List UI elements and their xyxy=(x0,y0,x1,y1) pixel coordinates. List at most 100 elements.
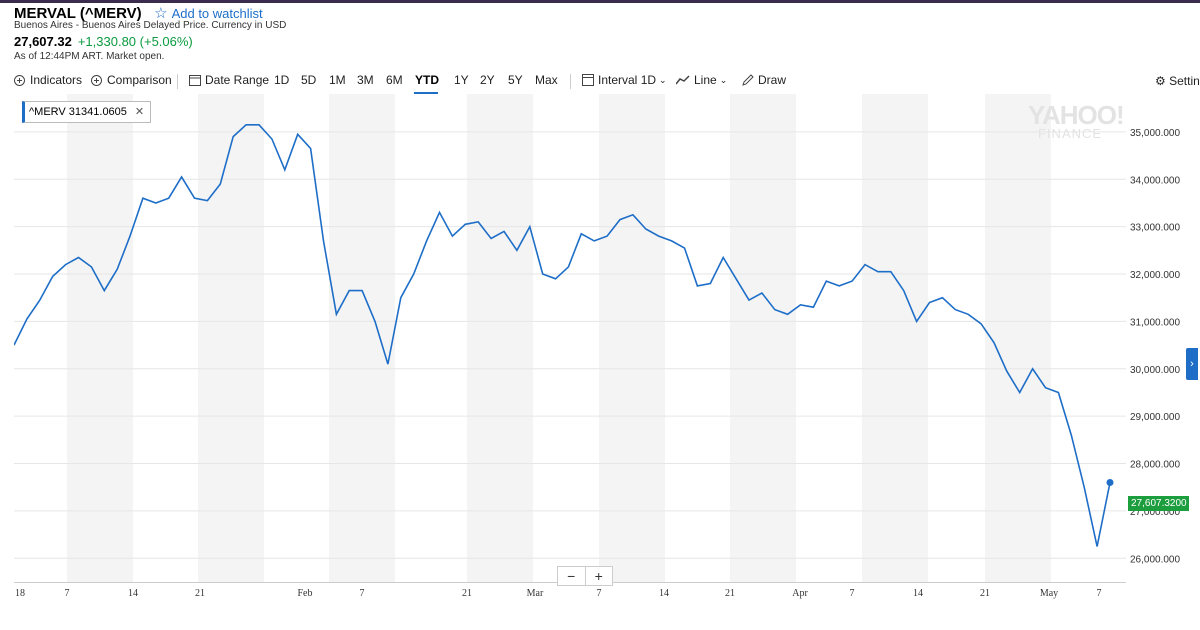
y-tick-label: 31,000.000 xyxy=(1130,317,1180,328)
data-point xyxy=(90,265,93,268)
data-point xyxy=(386,363,389,366)
data-point xyxy=(206,199,209,202)
data-point xyxy=(722,256,725,259)
range-ytd[interactable]: YTD xyxy=(415,73,439,87)
range-1d[interactable]: 1D xyxy=(274,73,290,87)
y-tick-label: 29,000.000 xyxy=(1130,412,1180,423)
data-point xyxy=(309,147,312,150)
week-band xyxy=(862,94,928,582)
quote-header: MERVAL (^MERV) ☆ Add to watchlist xyxy=(14,5,263,23)
data-point xyxy=(928,301,931,304)
y-tick-label: 27,000.000 xyxy=(1130,507,1180,518)
data-point xyxy=(992,341,995,344)
series-legend-tag[interactable]: ^MERV 31341.0605 ✕ xyxy=(22,101,152,123)
data-point xyxy=(257,123,260,126)
x-tick-label: May xyxy=(1040,588,1058,599)
close-icon[interactable]: ✕ xyxy=(134,106,145,118)
comparison-button[interactable]: Comparison xyxy=(91,73,172,87)
interval-label: Interval xyxy=(598,73,638,87)
data-point xyxy=(477,220,480,223)
date-range-label: Date Range xyxy=(205,73,270,87)
indicators-button[interactable]: Indicators xyxy=(14,73,82,87)
chart-nav-arrow[interactable]: › xyxy=(1186,348,1198,380)
data-point xyxy=(1005,370,1008,373)
range-2y[interactable]: 2Y xyxy=(480,73,495,87)
chart-type-button[interactable]: Line ⌄ xyxy=(676,73,727,87)
gear-icon: ⚙ xyxy=(1155,74,1166,88)
zoom-in-button[interactable]: + xyxy=(594,568,603,584)
data-point xyxy=(644,228,647,231)
y-tick-label: 28,000.000 xyxy=(1130,460,1180,471)
x-tick-label: 21 xyxy=(725,588,735,599)
data-point xyxy=(232,135,235,138)
data-point xyxy=(515,249,518,252)
data-point xyxy=(361,289,364,292)
range-1y[interactable]: 1Y xyxy=(454,73,469,87)
range-5y[interactable]: 5Y xyxy=(508,73,523,87)
data-point xyxy=(412,273,415,276)
data-point xyxy=(348,289,351,292)
range-max[interactable]: Max xyxy=(535,73,558,87)
data-point xyxy=(64,263,67,266)
data-point xyxy=(735,277,738,280)
interval-icon xyxy=(582,74,594,86)
data-point xyxy=(1057,391,1060,394)
data-point xyxy=(799,303,802,306)
watchlist-label: Add to watchlist xyxy=(171,6,263,21)
week-band xyxy=(467,94,533,582)
data-point xyxy=(1083,486,1086,489)
data-point xyxy=(683,246,686,249)
date-range-button[interactable]: Date Range xyxy=(189,73,269,87)
data-point xyxy=(902,289,905,292)
data-point xyxy=(451,235,454,238)
data-point xyxy=(593,239,596,242)
price-chart[interactable]: 35,000.000 34,000.000 33,000.000 32,000.000… xyxy=(14,94,1186,608)
price-series-line xyxy=(14,123,1111,547)
plus-circle-icon xyxy=(91,74,102,86)
range-1m[interactable]: 1M xyxy=(329,73,346,87)
data-point xyxy=(606,235,609,238)
data-point xyxy=(129,235,132,238)
x-tick-label: 7 xyxy=(850,588,855,599)
exchange-subtitle: Buenos Aires - Buenos Aires Delayed Pric… xyxy=(14,20,287,31)
data-point xyxy=(760,291,763,294)
x-tick-label: 7 xyxy=(597,588,602,599)
data-point xyxy=(335,313,338,316)
data-point xyxy=(786,313,789,316)
settings-button[interactable]: ⚙ Settin xyxy=(1155,74,1200,88)
data-point xyxy=(322,239,325,242)
data-point xyxy=(245,123,248,126)
zoom-out-button[interactable]: − xyxy=(567,568,576,584)
data-point xyxy=(103,289,106,292)
range-3m[interactable]: 3M xyxy=(357,73,374,87)
data-point xyxy=(567,265,570,268)
star-icon: ☆ xyxy=(154,5,168,22)
y-tick-label: 30,000.000 xyxy=(1130,365,1180,376)
add-to-watchlist-button[interactable]: ☆ Add to watchlist xyxy=(154,6,263,21)
data-point xyxy=(180,175,183,178)
top-accent-bar xyxy=(0,0,1200,3)
data-point xyxy=(967,313,970,316)
week-band xyxy=(730,94,796,582)
x-tick-label: 14 xyxy=(128,588,138,599)
week-band xyxy=(985,94,1051,582)
yahoo-finance-watermark-sub: FINANCE xyxy=(1038,126,1103,141)
data-point xyxy=(876,270,879,273)
plus-circle-icon xyxy=(14,74,25,86)
data-point xyxy=(554,277,557,280)
x-tick-label: 7 xyxy=(360,588,365,599)
x-tick-label: 21 xyxy=(195,588,205,599)
draw-button[interactable]: Draw xyxy=(742,73,786,87)
as-of-timestamp: As of 12:44PM ART. Market open. xyxy=(14,51,165,62)
range-6m[interactable]: 6M xyxy=(386,73,403,87)
data-point xyxy=(270,138,273,141)
y-tick-label: 33,000.000 xyxy=(1130,223,1180,234)
chevron-down-icon: ⌄ xyxy=(719,74,728,85)
x-tick-label: 21 xyxy=(462,588,472,599)
data-point xyxy=(219,183,222,186)
range-5d[interactable]: 5D xyxy=(301,73,317,87)
interval-button[interactable]: Interval 1D ⌄ xyxy=(582,73,667,87)
data-point xyxy=(864,263,867,266)
y-tick-label: 34,000.000 xyxy=(1130,175,1180,186)
data-point xyxy=(25,318,28,321)
